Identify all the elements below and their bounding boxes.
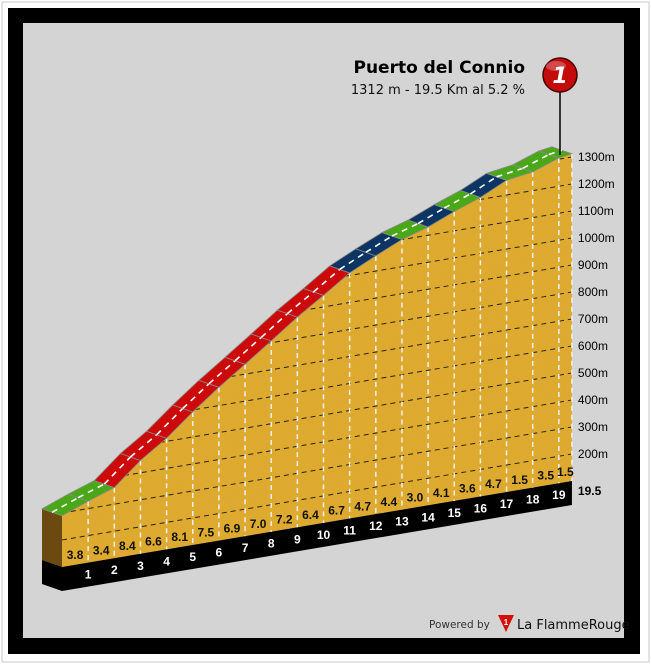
road-center-line: [469, 176, 497, 195]
road-center-line: [365, 235, 393, 254]
road-center-line: [286, 291, 315, 315]
logo-number: 1: [504, 618, 509, 627]
km-label: 15: [448, 506, 462, 520]
gradient-label: 7.2: [276, 513, 293, 527]
gradient-label: 8.4: [119, 539, 136, 553]
road-center-line: [260, 313, 288, 339]
gradient-label: 3.6: [459, 482, 476, 496]
chart-title: Puerto del Connio: [353, 58, 525, 78]
km-label: 14: [421, 510, 435, 524]
elevation-label: 200m: [578, 447, 608, 461]
km-label: 11: [343, 523, 356, 537]
gradient-label: 4.7: [354, 499, 371, 513]
km-label: 7: [242, 541, 249, 555]
km-label: 8: [268, 537, 275, 551]
road-layer: [41, 146, 574, 517]
km-label: 13: [395, 515, 409, 529]
gradient-label: 3.8: [67, 548, 84, 562]
road-center-line: [339, 251, 367, 271]
terrain-texture: [62, 153, 572, 567]
gradient-label: 1.5: [511, 473, 528, 487]
gradient-label: 4.4: [381, 495, 398, 509]
road-center-line: [496, 167, 523, 178]
km-label: 12: [369, 519, 383, 533]
km-label: 19: [552, 488, 566, 502]
km-label: 2: [111, 563, 118, 577]
road-center-line: [129, 434, 158, 458]
road-center-line: [208, 360, 236, 385]
elevation-label: 1200m: [578, 177, 615, 191]
summit-marker-icon: 1: [542, 57, 578, 93]
elevation-label: 700m: [578, 312, 608, 326]
km-label: 18: [526, 493, 540, 507]
gradient-label: 4.1: [433, 486, 450, 500]
gradient-label: 6.7: [328, 504, 345, 518]
elevation-label: 900m: [578, 258, 608, 272]
gradient-label: 6.4: [302, 508, 319, 522]
km-label: 1: [85, 568, 92, 582]
elevation-label: 600m: [578, 339, 608, 353]
km-label: 17: [500, 497, 514, 511]
gradient-label: 6.9: [224, 521, 241, 535]
elevation-label: 500m: [578, 366, 608, 380]
road-center-line: [522, 153, 550, 170]
km-label: 9: [294, 532, 301, 546]
road-center-line: [51, 496, 79, 514]
gradient-label: 7.0: [250, 517, 267, 531]
gradient-label: 6.6: [145, 535, 162, 549]
elevation-label: 1300m: [578, 150, 615, 164]
km-label: 6: [216, 546, 223, 560]
elevation-label: 400m: [578, 393, 608, 407]
road-center-line: [391, 222, 419, 237]
km-label: 16: [474, 501, 488, 515]
base-side-face: [42, 560, 62, 591]
km-label: 10: [317, 528, 331, 542]
road-center-line: [234, 336, 262, 362]
km-label: 3: [137, 559, 144, 573]
road-center-line: [182, 383, 210, 410]
road-segment: [537, 146, 574, 159]
terrain-layer: [42, 153, 573, 591]
gradient-label: 7.5: [197, 526, 214, 540]
km-label: 5: [189, 550, 196, 564]
gradient-label: 4.7: [485, 477, 502, 491]
elevation-label: 1100m: [578, 204, 614, 218]
road-center-line: [312, 268, 341, 293]
elevation-label: 800m: [578, 285, 608, 299]
km-label: 4: [163, 554, 170, 568]
gradient-label: 8.1: [171, 530, 188, 544]
label-layer: 3.8 3.4 8.4 6.6 8.1 7.5 6.9 7.0 7.2 6.4 6.7 4.7 4.4 3…: [67, 150, 615, 582]
chart-subtitle: 1312 m - 19.5 Km al 5.2 %: [351, 83, 525, 98]
brand-name: La FlammeRouge: [517, 618, 630, 633]
base-band: [62, 481, 572, 591]
elevation-label: 300m: [578, 420, 608, 434]
road-center-line: [443, 193, 471, 209]
gradient-label: 1.5: [557, 465, 574, 479]
road-center-line: [417, 207, 445, 225]
summit-marker-number: 1: [552, 64, 567, 89]
end-distance-label: 19.5: [578, 484, 602, 498]
powered-by-label: Powered by: [429, 619, 490, 631]
flamme-rouge-logo-icon: 1: [498, 615, 514, 632]
gradient-label: 3.4: [93, 543, 110, 557]
elevation-label: 1000m: [578, 231, 615, 245]
gradient-label: 3.0: [407, 490, 424, 504]
road-center-line: [77, 483, 105, 499]
terrain-side-face: [42, 508, 62, 567]
gradient-label: 3.5: [537, 468, 554, 482]
